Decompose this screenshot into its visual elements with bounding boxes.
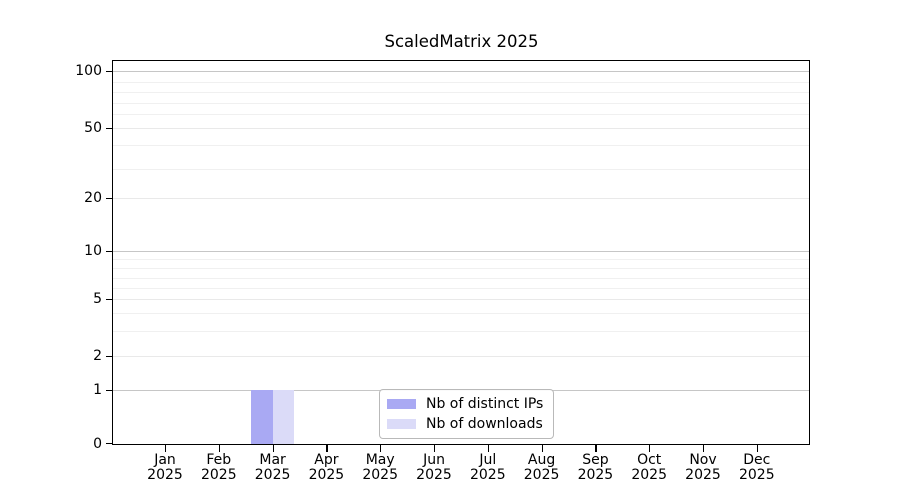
y-tick-label: 5 [93, 291, 102, 307]
x-tick-year: 2025 [631, 467, 667, 483]
x-tick-label: May 2025 [345, 453, 415, 483]
major-gridline [113, 71, 809, 72]
minor-gridline [113, 278, 809, 279]
y-tick-mark [106, 128, 112, 130]
x-tick-year: 2025 [685, 467, 721, 483]
x-tick-mark [487, 445, 489, 452]
x-tick-label: Oct 2025 [614, 453, 684, 483]
legend-swatch-distinct-ips [387, 398, 416, 410]
x-tick-month: Apr [314, 452, 339, 468]
y-tick-mark [106, 251, 112, 253]
minor-gridline [113, 331, 809, 332]
y-tick-mark [106, 71, 112, 73]
major-gridline [113, 356, 809, 357]
major-gridline [113, 198, 809, 199]
legend-label-distinct-ips: Nb of distinct IPs [426, 396, 544, 412]
minor-gridline [113, 268, 809, 269]
x-tick-mark [326, 445, 328, 452]
x-tick-year: 2025 [469, 467, 506, 483]
x-tick-year: 2025 [200, 467, 237, 483]
x-tick-year: 2025 [362, 467, 398, 483]
x-tick-month: Jun [423, 452, 445, 468]
x-tick-month: Jul [479, 452, 497, 468]
y-tick-label: 0 [93, 436, 102, 452]
x-tick-year: 2025 [147, 467, 183, 483]
y-tick-label: 10 [84, 243, 102, 259]
x-tick-mark [541, 445, 543, 452]
y-tick-mark [106, 356, 112, 358]
x-tick-mark [218, 445, 220, 452]
x-tick-label: Sep 2025 [560, 453, 630, 483]
x-tick-mark [272, 445, 274, 452]
minor-gridline [113, 145, 809, 146]
plot-area: Nb of distinct IPs Nb of downloads 100 50… [75, 60, 810, 483]
x-tick-year: 2025 [254, 467, 291, 483]
y-tick-mark [106, 198, 112, 200]
x-tick-month: Sep [582, 452, 609, 468]
x-tick-label: Jul 2025 [453, 453, 523, 483]
x-tick-mark [756, 445, 758, 452]
x-tick-year: 2025 [738, 467, 775, 483]
legend: Nb of distinct IPs Nb of downloads [379, 389, 554, 439]
minor-gridline [113, 288, 809, 289]
x-tick-mark [380, 445, 382, 452]
minor-gridline [113, 92, 809, 93]
x-tick-label: Jun 2025 [399, 453, 469, 483]
major-gridline [113, 128, 809, 129]
x-tick-year: 2025 [523, 467, 560, 483]
y-tick-mark [106, 443, 112, 445]
x-tick-month: Feb [206, 452, 232, 468]
legend-swatch-downloads [387, 418, 416, 430]
y-tick-label: 1 [93, 382, 102, 398]
x-tick-month: Dec [743, 452, 771, 468]
x-tick-mark [434, 445, 436, 452]
y-tick-label: 100 [75, 63, 102, 79]
x-tick-label: Jan 2025 [130, 453, 200, 483]
legend-label-downloads: Nb of downloads [426, 416, 543, 432]
x-tick-label: Dec 2025 [722, 453, 792, 483]
x-tick-month: May [365, 452, 395, 468]
y-tick-label: 20 [84, 190, 102, 206]
x-tick-label: Apr 2025 [291, 453, 361, 483]
x-tick-month: Oct [637, 452, 662, 468]
y-tick-label: 2 [93, 348, 102, 364]
x-tick-month: Aug [527, 452, 556, 468]
bar-nb-of-distinct-ips [251, 390, 273, 444]
y-tick-mark [106, 299, 112, 301]
x-tick-mark [703, 445, 705, 452]
minor-gridline [113, 114, 809, 115]
x-tick-label: Nov 2025 [668, 453, 738, 483]
legend-item-distinct-ips: Nb of distinct IPs [387, 396, 546, 412]
chart-title: ScaledMatrix 2025 [384, 32, 539, 51]
x-tick-mark [595, 445, 597, 452]
y-tick-label: 50 [84, 120, 102, 136]
x-tick-month: Jan [154, 452, 176, 468]
bar-nb-of-downloads [272, 390, 294, 444]
y-tick-mark [106, 390, 112, 392]
minor-gridline [113, 259, 809, 260]
minor-gridline [113, 103, 809, 104]
x-tick-year: 2025 [308, 467, 345, 483]
major-gridline [113, 251, 809, 252]
minor-gridline [113, 169, 809, 170]
x-tick-month: Nov [689, 452, 717, 468]
legend-item-downloads: Nb of downloads [387, 416, 546, 432]
x-tick-month: Mar [259, 452, 286, 468]
x-tick-label: Feb 2025 [184, 453, 254, 483]
minor-gridline [113, 313, 809, 314]
x-tick-year: 2025 [577, 467, 614, 483]
x-tick-mark [649, 445, 651, 452]
x-tick-label: Aug 2025 [507, 453, 577, 483]
x-tick-year: 2025 [416, 467, 452, 483]
minor-gridline [113, 82, 809, 83]
x-tick-label: Mar 2025 [238, 453, 308, 483]
major-gridline [113, 299, 809, 300]
x-tick-mark [165, 445, 167, 452]
